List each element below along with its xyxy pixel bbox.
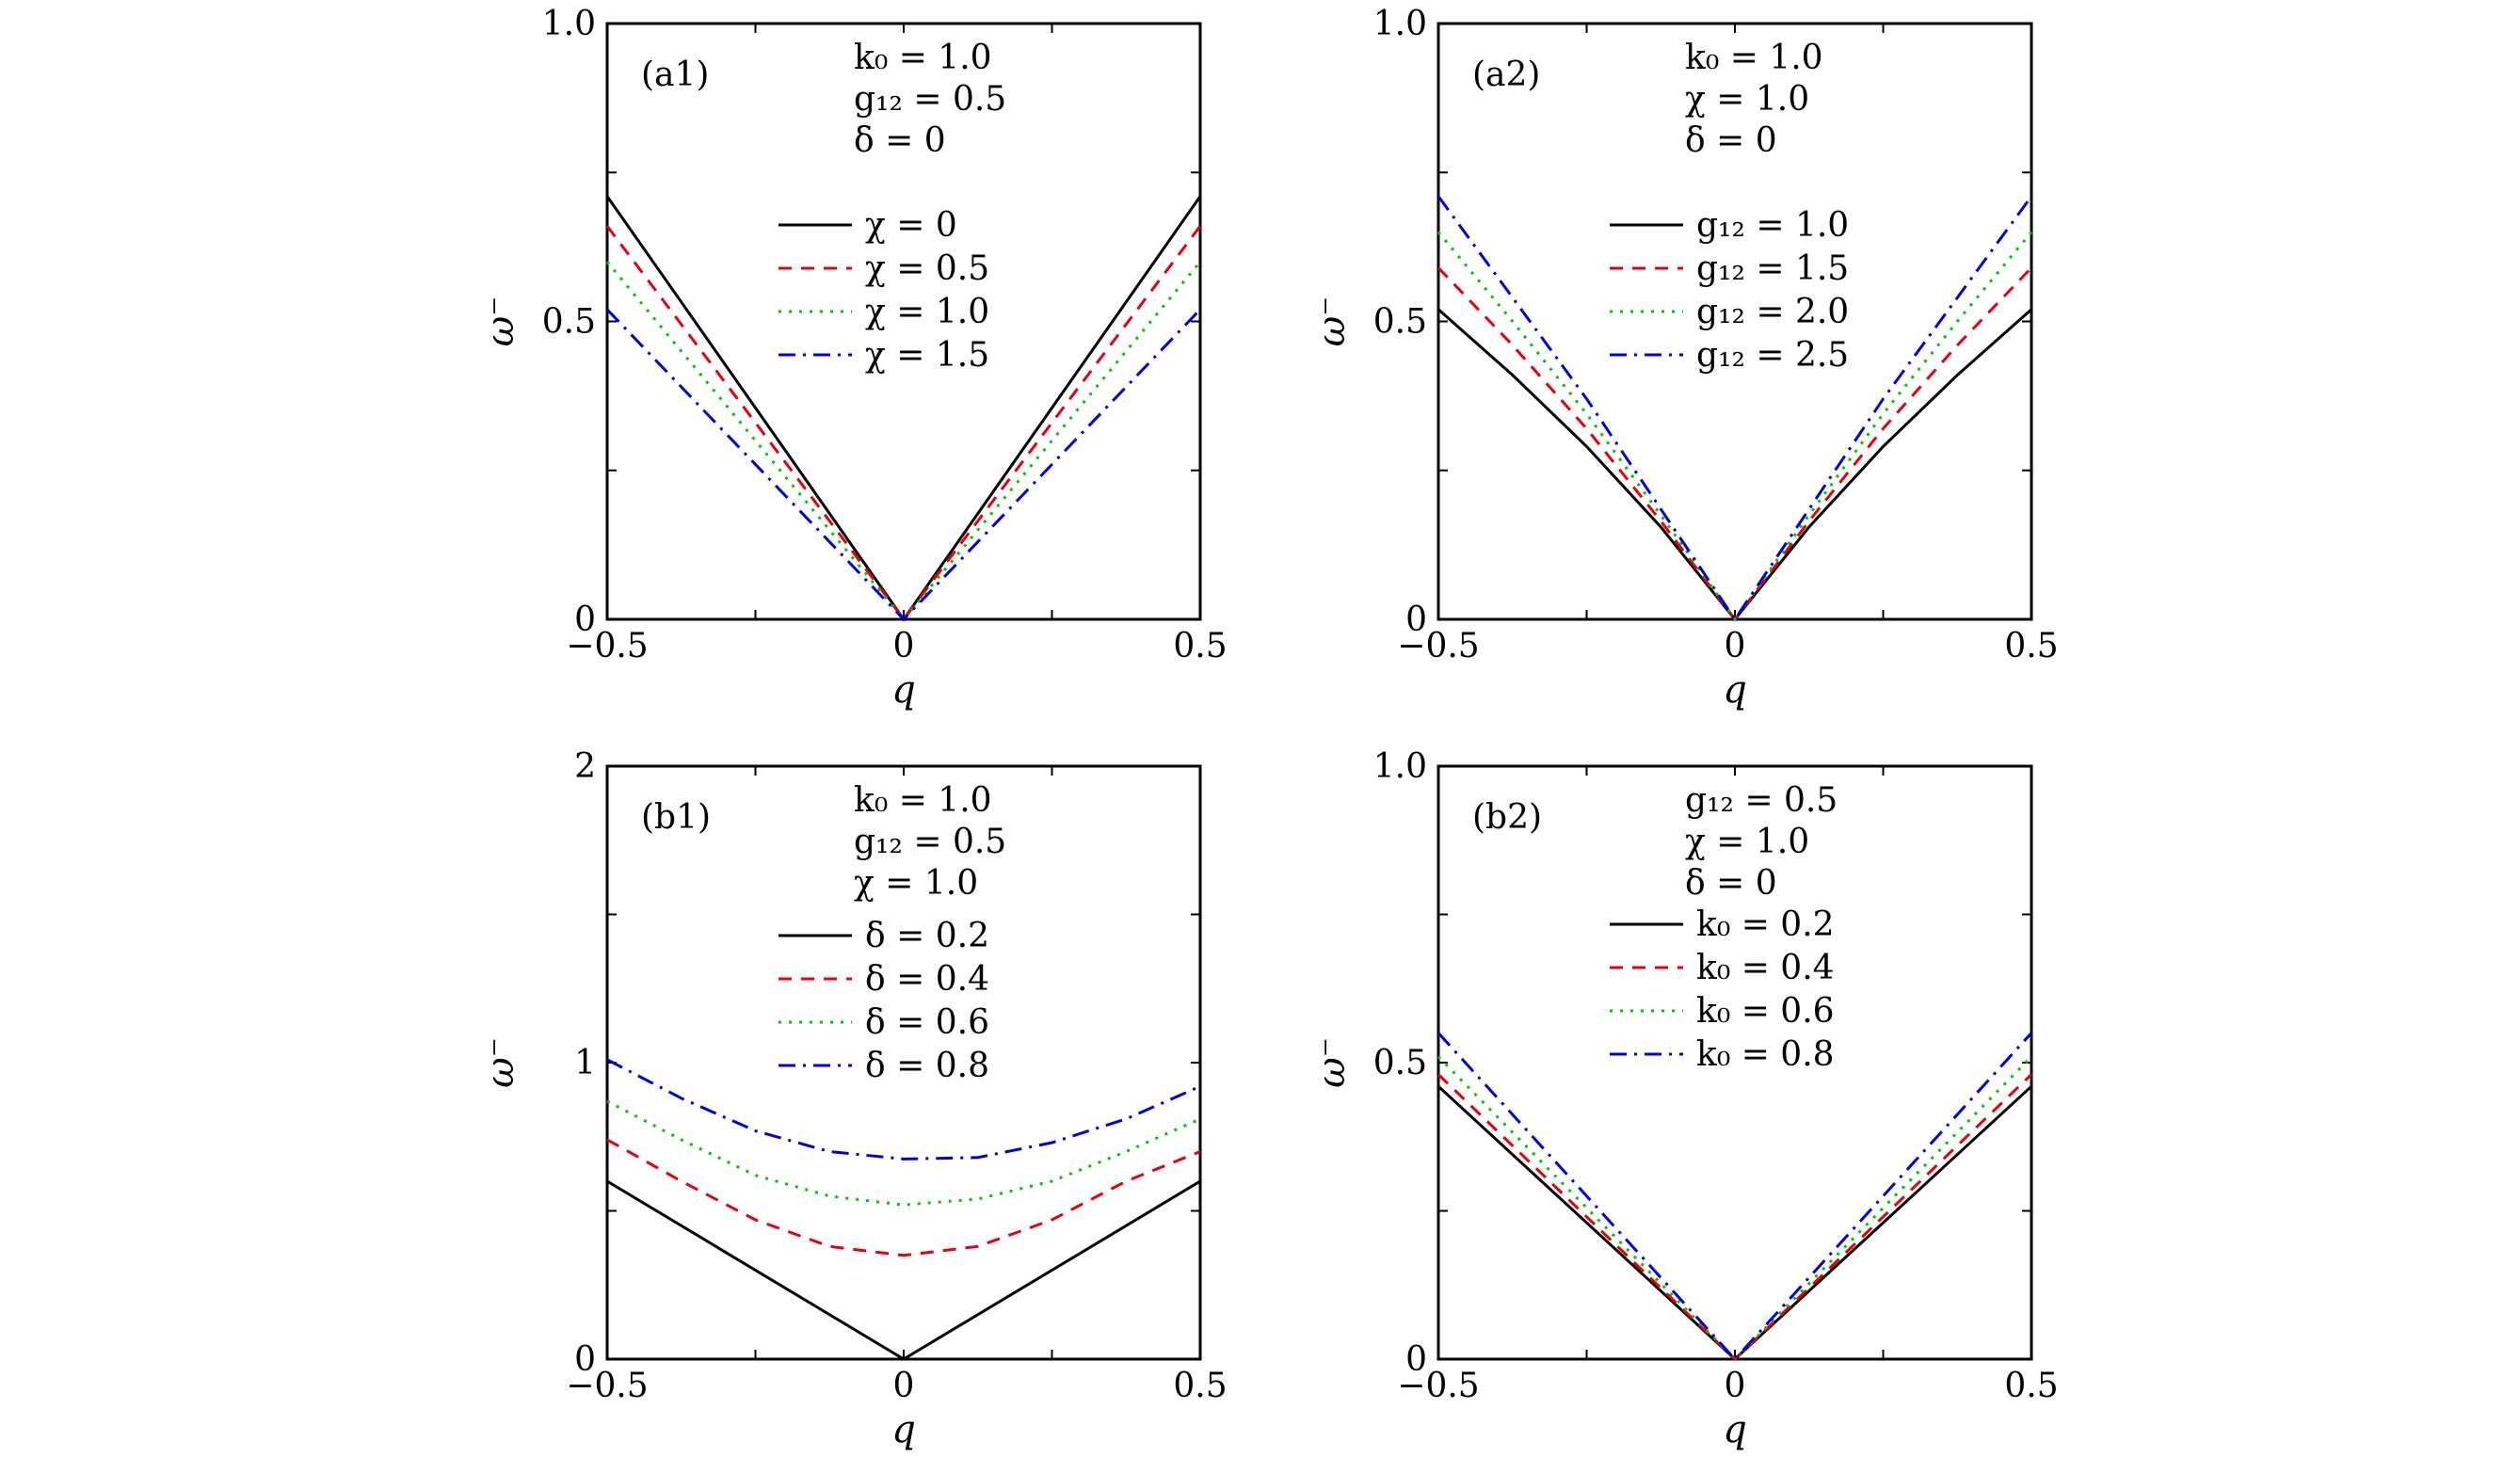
parameter-annotation: g₁₂ = 0.5 [854,823,1006,861]
parameter-annotation: δ = 0 [1685,864,1777,903]
y-tick-label: 1.0 [1373,5,1427,43]
y-tick-label: 2 [574,747,596,786]
y-tick-label: 0 [574,1340,596,1379]
legend-entry: k₀ = 0.6 [1696,992,1835,1031]
x-tick-label: −0.5 [1397,627,1479,665]
x-tick-label: 0.5 [2004,627,2058,665]
series-line-4 [605,308,1202,622]
legend-entry: χ = 1.5 [865,336,989,375]
x-tick-label: 0 [1725,627,1746,665]
x-tick-label: 0 [1725,1367,1746,1405]
series-line-4 [606,1058,1201,1161]
parameter-annotation: g₁₂ = 0.5 [1685,781,1838,820]
panel-label: (a1) [641,56,709,94]
legend-entry: δ = 0.2 [865,917,989,955]
parameter-annotation: χ = 1.0 [854,864,978,903]
y-tick-label: 0 [574,600,596,639]
x-tick-label: 0.5 [1173,627,1227,665]
x-axis-label: q [891,1408,916,1451]
x-tick-label: 0.5 [2004,1367,2058,1405]
legend-entry: χ = 0.5 [865,249,989,288]
legend-entry: δ = 0.6 [865,1003,989,1042]
legend-entry: g₁₂ = 1.0 [1696,206,1849,245]
legend-entry: g₁₂ = 2.5 [1696,336,1849,375]
panel-label: (b1) [641,798,711,837]
legend-entry: δ = 0.4 [865,960,989,999]
x-axis-label: q [1723,1408,1747,1451]
series-line-1 [1437,1085,2033,1362]
parameter-annotation: δ = 0 [1685,121,1777,160]
y-tick-label: 0.5 [1373,303,1427,342]
y-axis-label: ω⁻ [1310,296,1354,347]
x-tick-label: −0.5 [566,627,648,665]
legend-entry: k₀ = 0.4 [1696,949,1835,987]
legend-entry: χ = 1.0 [865,293,989,331]
legend-entry: χ = 0 [865,206,957,245]
series-line-4 [1437,1032,2033,1362]
y-axis-label: ω⁻ [1310,1037,1354,1088]
x-tick-label: 0 [893,1367,915,1405]
series-line-2 [605,225,1202,622]
x-tick-label: 0.5 [1173,1367,1227,1405]
series-line-1 [606,1179,1201,1361]
panel-label: (b2) [1472,798,1542,837]
legend-entry: δ = 0.8 [865,1047,989,1085]
parameter-annotation: δ = 0 [854,121,946,160]
series-line-2 [1437,1073,2033,1362]
legend-entry: k₀ = 0.2 [1696,905,1835,944]
y-tick-label: 1 [574,1044,596,1082]
y-tick-label: 0.5 [1373,1044,1427,1082]
legend-entry: g₁₂ = 1.5 [1696,249,1849,288]
y-tick-label: 0.5 [542,303,596,342]
y-axis-label: ω⁻ [479,1037,522,1088]
parameter-annotation: χ = 1.0 [1685,823,1809,861]
series-line-3 [1437,1055,2033,1362]
y-tick-label: 0 [1405,1340,1427,1379]
x-tick-label: −0.5 [566,1367,648,1405]
parameter-annotation: k₀ = 1.0 [854,39,992,77]
legend-entry: k₀ = 0.8 [1696,1035,1835,1074]
panel-4: −0.5 0 0.500.51.0qω⁻(b2) g₁₂ = 0.5χ = 1.0δ … [1310,747,2059,1451]
legend-entry: g₁₂ = 2.0 [1696,293,1849,331]
x-axis-label: q [1723,668,1747,712]
series-line-3 [1437,231,2033,622]
panel-label: (a2) [1472,56,1540,94]
y-tick-label: 1.0 [542,5,596,43]
parameter-annotation: k₀ = 1.0 [854,781,992,820]
y-tick-label: 1.0 [1373,747,1427,786]
parameter-annotation: g₁₂ = 0.5 [854,80,1006,119]
parameter-annotation: k₀ = 1.0 [1685,39,1823,77]
x-tick-label: −0.5 [1397,1367,1479,1405]
x-axis-label: q [891,668,916,712]
parameter-annotation: χ = 1.0 [1685,80,1809,119]
y-tick-label: 0 [1405,600,1427,639]
y-axis-label: ω⁻ [479,296,522,347]
x-tick-label: 0 [893,627,915,665]
panel-2: −0.5 0 0.500.51.0qω⁻(a2) k₀ = 1.0χ = 1.0δ =… [1310,5,2059,712]
series-line-2 [606,1138,1201,1257]
